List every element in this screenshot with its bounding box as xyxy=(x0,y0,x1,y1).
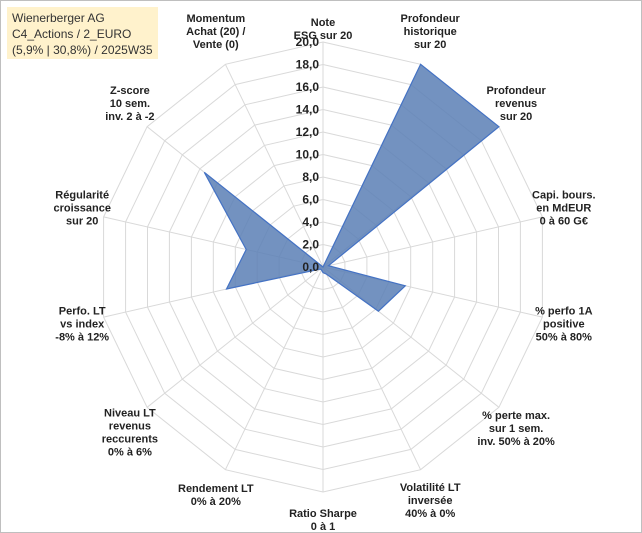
header-line-1: Wienerberger AG xyxy=(12,11,105,25)
axis-label-line: inv. 2 à -2 xyxy=(105,111,154,123)
axis-label-line: Niveau LT xyxy=(104,408,156,420)
axis-label-line: Rendement LT xyxy=(178,483,254,495)
tick-label: 2,0 xyxy=(302,238,319,252)
axis-label-line: -8% à 12% xyxy=(55,332,109,344)
axis-label: Volatilité LT inversée 40% à 0% xyxy=(400,482,461,520)
tick-label: 16,0 xyxy=(296,80,320,94)
axis-label-line: revenus xyxy=(495,98,537,110)
tick-label: 6,0 xyxy=(302,193,319,207)
axis-label-line: reccurents xyxy=(102,434,158,446)
tick-label: 8,0 xyxy=(302,170,319,184)
axis-label-line: sur 20 xyxy=(66,216,98,228)
tick-label: 0,0 xyxy=(302,260,319,274)
axis-label-line: vs index xyxy=(60,319,105,331)
tick-label: 18,0 xyxy=(296,58,320,72)
axis-label: Niveau LT revenus reccurents 0% à 6% xyxy=(102,408,158,459)
axis-label: Perfo. LT vs index -8% à 12% xyxy=(55,306,109,344)
axis-label: Profondeur historique sur 20 xyxy=(401,13,461,51)
tick-label: 4,0 xyxy=(302,215,319,229)
grid-spoke xyxy=(224,64,324,268)
header-line-3: (5,9% | 30,8%) / 2025W35 xyxy=(12,43,153,57)
axis-label-line: Z-score xyxy=(110,85,150,97)
axis-label: % perfo 1A positive 50% à 80% xyxy=(535,306,593,344)
axis-label-line: Perfo. LT xyxy=(59,306,106,318)
axis-label-line: historique xyxy=(404,26,457,38)
axis-label-line: Volatilité LT xyxy=(400,482,461,494)
tick-label: 20,0 xyxy=(296,35,320,49)
axis-label-line: Vente (0) xyxy=(193,39,239,51)
axis-label-line: Capi. bours. xyxy=(532,190,596,202)
axis-label-line: % perte max. xyxy=(482,410,550,422)
axis-label-line: Régularité xyxy=(55,190,109,202)
axis-label: Ratio Sharpe 0 à 1 xyxy=(289,508,357,532)
axis-label-line: % perfo 1A xyxy=(535,306,593,318)
tick-label: 10,0 xyxy=(296,148,320,162)
axis-label-line: 0 à 1 xyxy=(311,521,335,532)
axis-label-line: 10 sem. xyxy=(110,98,150,110)
axis-label-line: sur 20 xyxy=(500,111,532,123)
grid-spoke xyxy=(146,266,324,408)
axis-label: Z-score 10 sem. inv. 2 à -2 xyxy=(105,85,154,123)
axis-label: Profondeur revenus sur 20 xyxy=(486,85,546,123)
axis-label: Note ESG sur 20 xyxy=(294,17,353,42)
chart-header: Wienerberger AG C4_Actions / 2_EURO (5,9… xyxy=(7,7,158,59)
axis-label-line: croissance xyxy=(53,203,110,215)
axis-label-line: positive xyxy=(543,319,585,331)
axis-label-line: Achat (20) / xyxy=(186,26,245,38)
axis-label: Momentum Achat (20) / Vente (0) xyxy=(186,13,245,51)
axis-label-line: 50% à 80% xyxy=(536,332,592,344)
axis-label-line: 0 à 60 G€ xyxy=(540,216,588,228)
grid-spoke xyxy=(322,266,422,470)
axis-label-line: Profondeur xyxy=(486,85,546,97)
grid-spoke xyxy=(322,216,543,268)
axis-label: Capi. bours. en MdEUR 0 à 60 G€ xyxy=(532,190,596,228)
axis-label-line: Note xyxy=(311,17,335,29)
tick-label: 14,0 xyxy=(296,103,320,117)
axis-label-line: inversée xyxy=(408,495,453,507)
grid-spoke xyxy=(224,266,324,470)
axis-label-line: Momentum xyxy=(186,13,245,25)
axis-label-line: inv. 50% à 20% xyxy=(477,436,555,448)
axis-label-line: Profondeur xyxy=(401,13,461,25)
axis-label: Régularité croissance sur 20 xyxy=(53,190,110,228)
axis-label-line: 40% à 0% xyxy=(405,508,455,520)
axis-label-line: sur 1 sem. xyxy=(489,423,543,435)
tick-label: 12,0 xyxy=(296,125,320,139)
axis-label-line: revenus xyxy=(109,421,151,433)
header-line-2: C4_Actions / 2_EURO xyxy=(12,27,132,41)
axis-label-line: sur 20 xyxy=(414,39,446,51)
axis-label: Rendement LT 0% à 20% xyxy=(178,483,254,508)
axis-label-line: 0% à 20% xyxy=(191,496,241,508)
axis-label-line: ESG sur 20 xyxy=(294,30,353,42)
axis-label-line: 0% à 6% xyxy=(108,447,152,459)
axis-label-line: Ratio Sharpe xyxy=(289,508,357,520)
axis-label: % perte max. sur 1 sem. inv. 50% à 20% xyxy=(477,410,555,448)
axis-label-line: en MdEUR xyxy=(536,203,591,215)
data-series-area xyxy=(203,63,500,312)
